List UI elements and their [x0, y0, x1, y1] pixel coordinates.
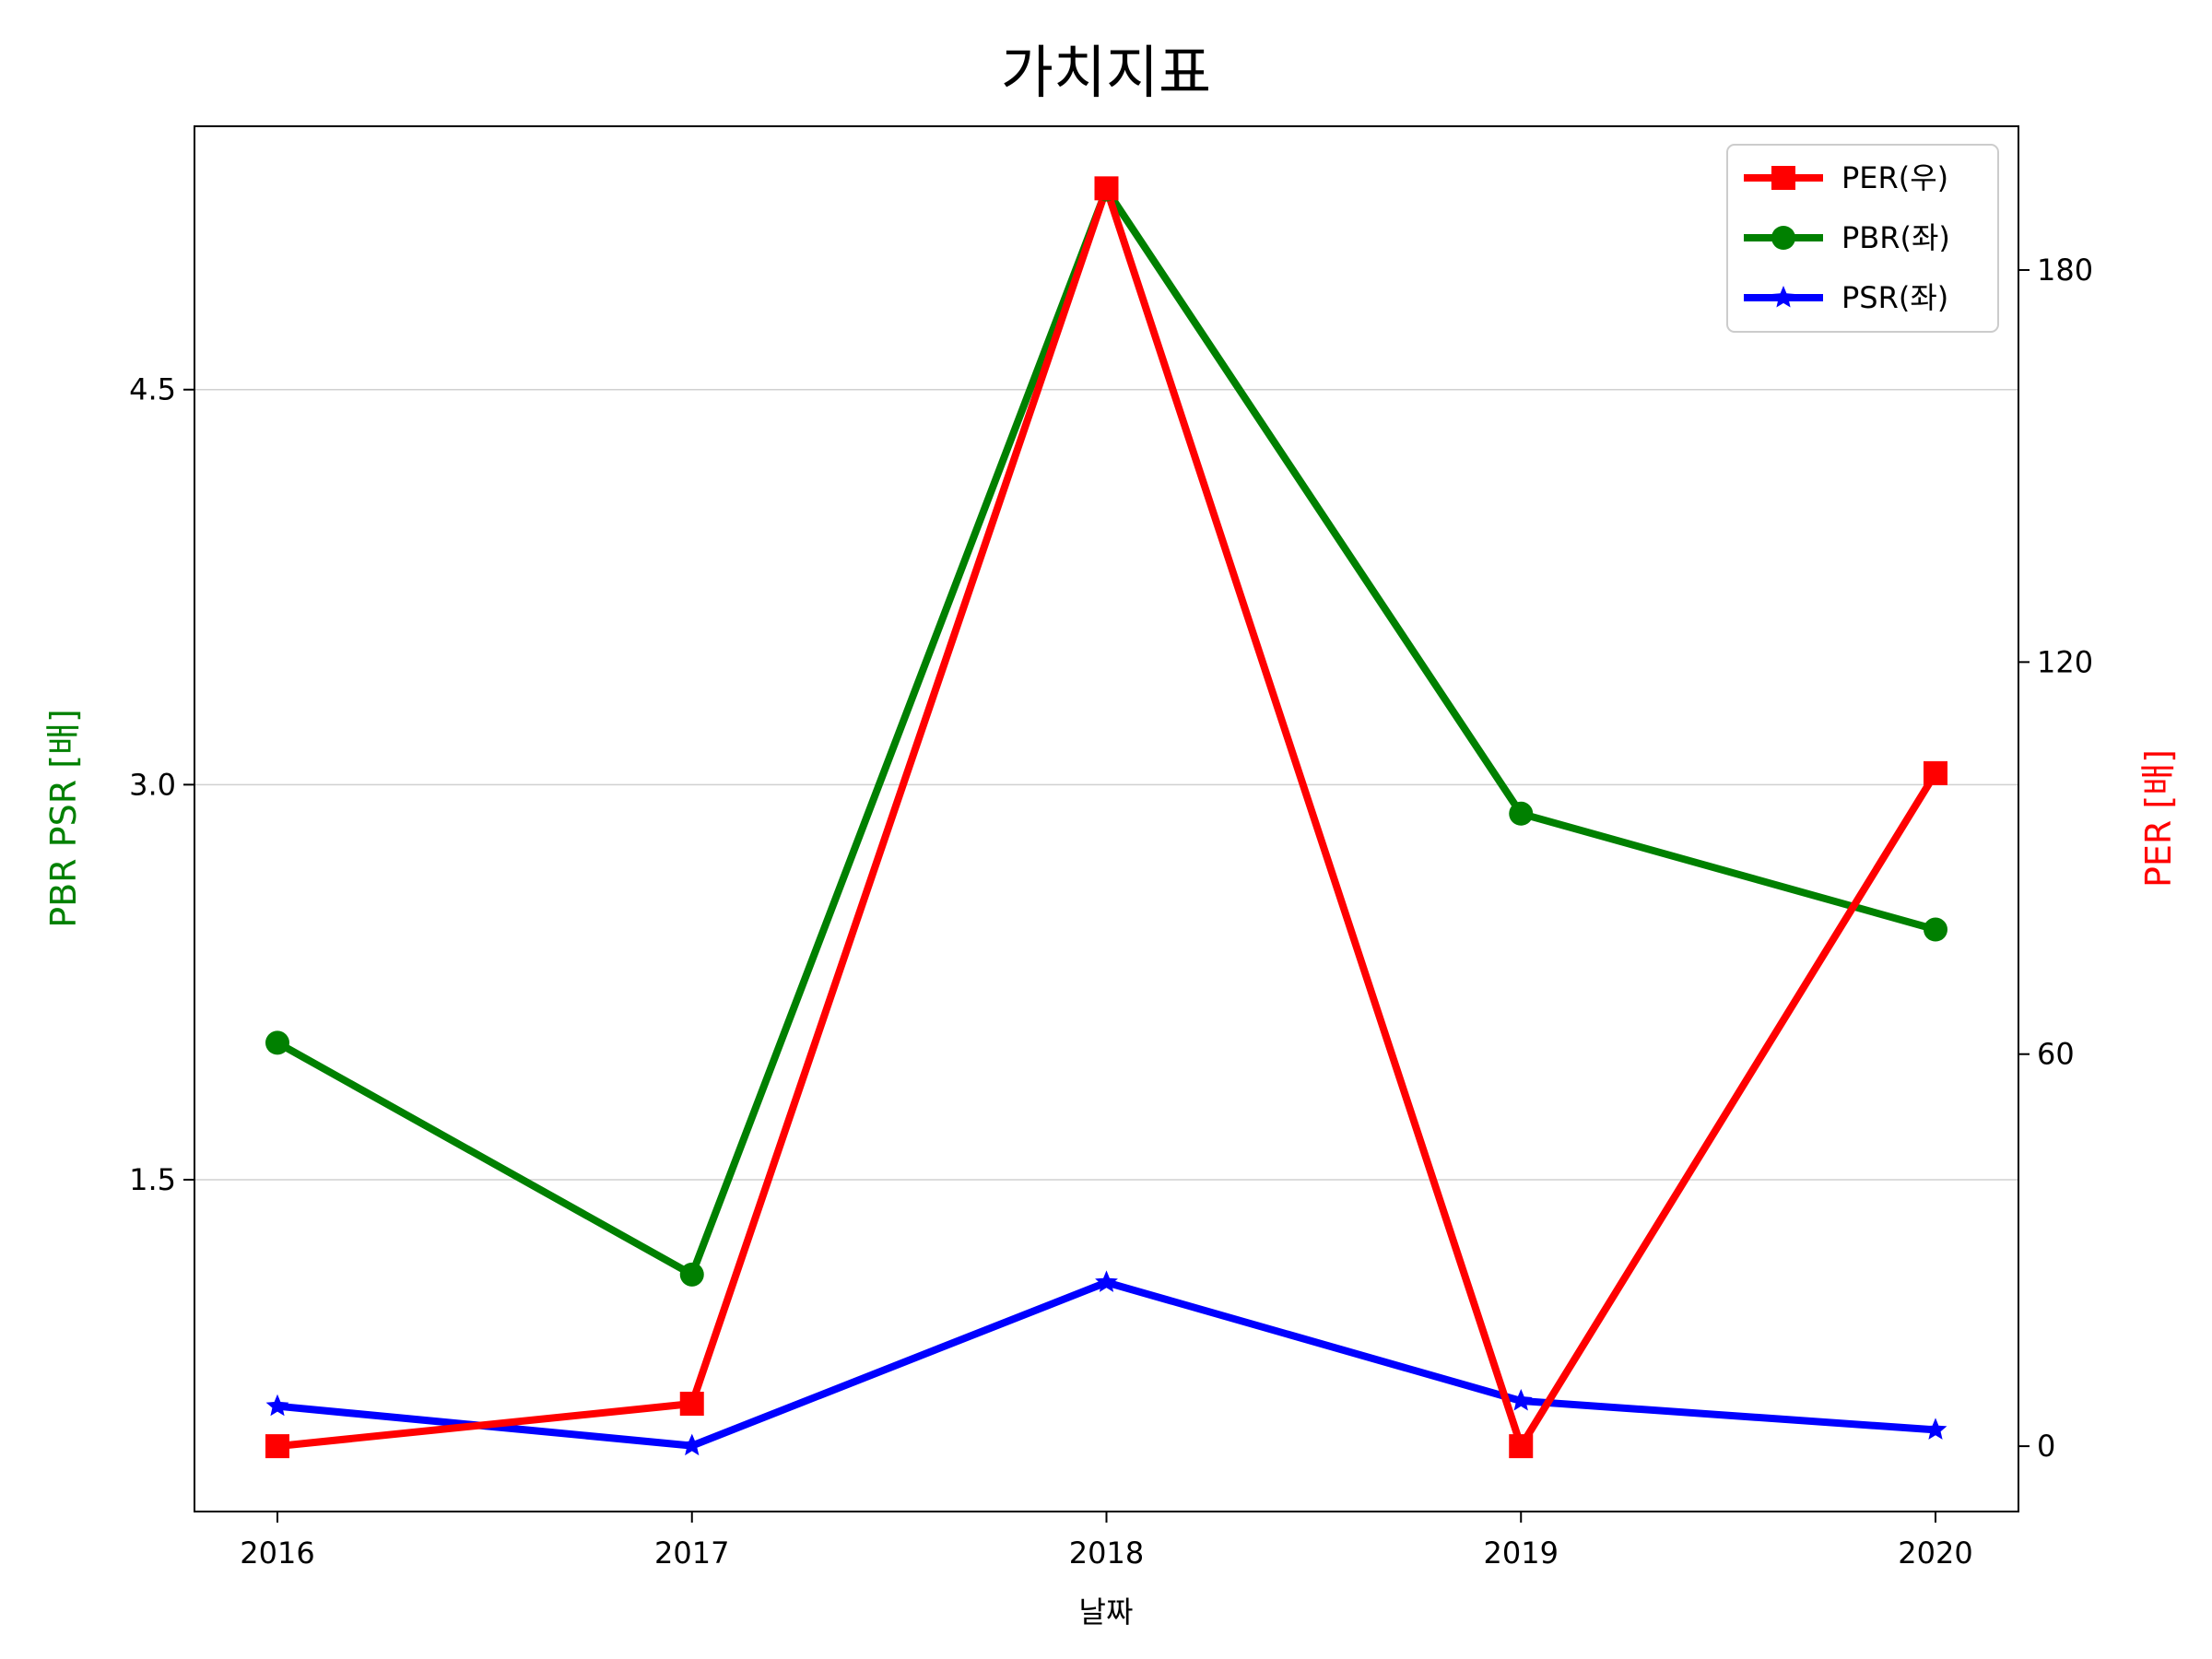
data-point-square: [1509, 1434, 1534, 1459]
legend-swatch-marker: [1771, 226, 1795, 250]
left-y-tick-label: 3.0: [129, 767, 176, 802]
gridlines: [194, 388, 2018, 1181]
left-y-tick-label: 1.5: [129, 1162, 176, 1197]
series-line-square: [276, 184, 1939, 1451]
right-y-axis: 0 60 120 180: [2018, 253, 2093, 1464]
right-y-tick-label: 60: [2037, 1037, 2075, 1072]
legend-entry-label: PSR(좌): [1841, 280, 1948, 315]
legend-swatch-marker: [1771, 286, 1795, 308]
x-axis: 2016 2017 2018 2019 2020: [240, 1512, 1973, 1571]
data-point-square: [679, 1392, 704, 1417]
data-point-circle: [265, 1030, 289, 1055]
data-point-square: [265, 1434, 289, 1459]
right-y-axis-label: PER [배]: [2138, 749, 2179, 888]
series-markers: [265, 176, 1947, 1459]
series-lines: [276, 184, 1939, 1451]
data-point-star: [680, 1433, 704, 1456]
left-y-tick-label: 4.5: [129, 372, 176, 407]
right-y-tick-label: 120: [2037, 644, 2093, 679]
x-tick-label: 2016: [240, 1535, 314, 1571]
x-axis-label: 날짜: [1079, 1594, 1134, 1630]
left-y-axis-label: PBR PSR [배]: [43, 709, 84, 928]
right-y-tick-label: 180: [2037, 253, 2093, 288]
legend-swatch-marker: [1771, 166, 1795, 190]
data-point-circle: [679, 1262, 704, 1287]
data-point-star: [1095, 1270, 1118, 1292]
x-tick-label: 2020: [1898, 1535, 1972, 1571]
series-line-circle: [276, 185, 1937, 1278]
legend-entry-label: PBR(좌): [1841, 220, 1950, 255]
plot-frame: [194, 125, 2019, 1512]
x-tick-label: 2017: [654, 1535, 729, 1571]
left-y-axis: 1.5 3.0 4.5: [129, 372, 194, 1197]
data-point-star: [265, 1394, 289, 1417]
data-point-circle: [1924, 917, 1947, 942]
chart-title: 가치지표: [1001, 39, 1211, 106]
data-point-square: [1924, 760, 1947, 785]
right-y-tick-label: 0: [2037, 1429, 2055, 1464]
legend: PER(우) PBR(좌) PSR(좌): [1726, 144, 1999, 333]
data-point-star: [1924, 1418, 1947, 1440]
data-point-square: [1094, 176, 1119, 201]
x-tick-label: 2019: [1484, 1535, 1559, 1571]
data-point-circle: [1509, 801, 1534, 826]
x-tick-label: 2018: [1069, 1535, 1144, 1571]
legend-entry-label: PER(우): [1841, 160, 1948, 195]
legend-box: [1726, 144, 1999, 333]
data-point-star: [1509, 1389, 1533, 1411]
